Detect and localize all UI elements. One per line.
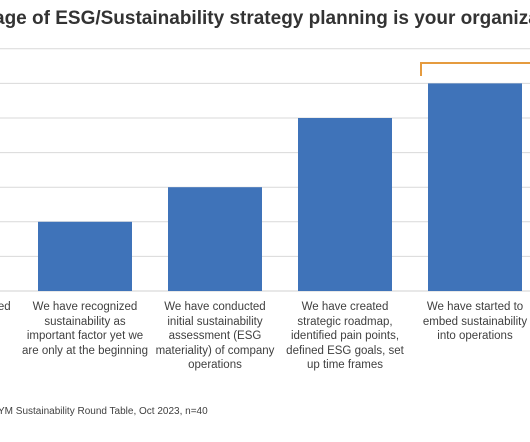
source-note: YM Sustainability Round Table, Oct 2023,… xyxy=(0,406,208,417)
bar xyxy=(168,187,262,291)
category-label: We have conducted initial sustainability a… xyxy=(155,301,275,371)
highlight-bracket xyxy=(420,62,530,76)
bar xyxy=(298,118,392,291)
bar xyxy=(428,83,522,292)
category-label: We have created strategic roadmap, identif… xyxy=(286,301,404,371)
category-label: We have recognized sustainability as impor… xyxy=(22,301,148,357)
category-label: red xyxy=(0,301,11,313)
bar xyxy=(38,221,132,291)
category-label: We have started to embed sustainability in… xyxy=(422,301,528,342)
chart-title: age of ESG/Sustainability strategy plann… xyxy=(0,8,530,29)
